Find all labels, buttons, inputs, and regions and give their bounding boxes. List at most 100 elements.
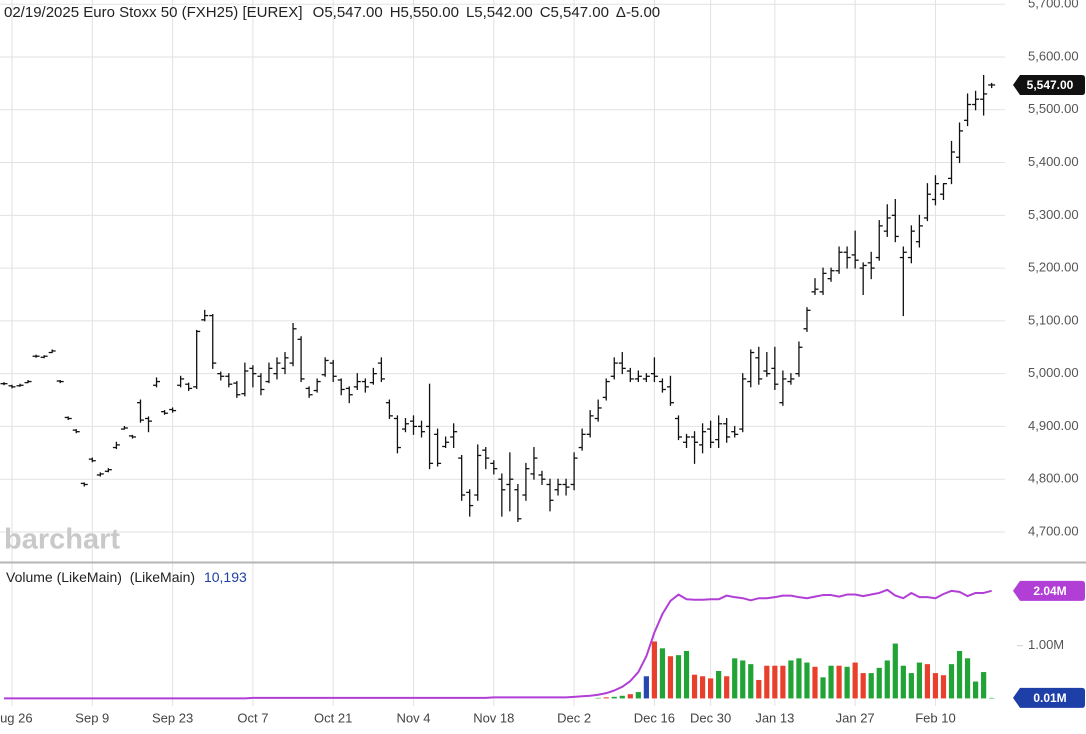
marks-layer <box>0 74 996 700</box>
y-tick-label: 5,200.00 <box>1028 260 1079 275</box>
volume-bar <box>981 672 987 699</box>
y-tick-label: 5,400.00 <box>1028 154 1079 169</box>
y-tick-label: 5,100.00 <box>1028 312 1079 327</box>
volume-bar <box>740 660 746 699</box>
x-tick-label: Dec 16 <box>634 710 675 725</box>
volume-bar <box>732 658 738 699</box>
x-tick-label: Feb 10 <box>915 710 955 725</box>
badge-label: 2.04M <box>1033 584 1066 598</box>
volume-bar <box>611 696 617 699</box>
volume-bar <box>908 673 914 699</box>
x-tick-label: Jan 13 <box>755 710 794 725</box>
volume-average-line <box>3 588 992 700</box>
x-tick-label: Oct 21 <box>314 710 352 725</box>
y-tick-label: 4,800.00 <box>1028 471 1079 486</box>
volume-bar <box>820 677 826 699</box>
volume-bar <box>884 660 890 699</box>
volume-title: Volume (LikeMain) (LikeMain) <box>6 569 195 585</box>
volume-bar <box>916 662 922 699</box>
volume-bar <box>852 662 858 699</box>
y-tick-label: 5,500.00 <box>1028 101 1079 116</box>
value-badge: 2.04M <box>1013 580 1085 601</box>
volume-header: Volume (LikeMain) (LikeMain) 10,193 <box>6 569 247 585</box>
volume-bar <box>836 665 842 699</box>
quote-value: H5,550.00 <box>390 4 459 21</box>
volume-bar <box>691 674 698 699</box>
x-tick-label: Aug 26 <box>0 710 33 725</box>
y-tick-label: 1.00M <box>1028 637 1064 652</box>
y-tick-label: 4,900.00 <box>1028 418 1079 433</box>
volume-value: 10,193 <box>204 569 247 585</box>
badge-label: 0.01M <box>1033 691 1066 705</box>
volume-bar <box>932 673 939 699</box>
y-tick-label: 5,000.00 <box>1028 365 1079 380</box>
y-tick-label: 4,700.00 <box>1028 523 1079 538</box>
volume-bar <box>868 673 874 699</box>
volume-bar <box>796 658 802 699</box>
volume-bar <box>716 670 722 699</box>
quote-value: C5,547.00 <box>540 4 609 21</box>
volume-bar <box>764 665 770 699</box>
x-tick-label: Oct 7 <box>237 710 268 725</box>
y-tick-label: 5,600.00 <box>1028 48 1079 63</box>
badge-shape <box>1013 580 1085 601</box>
x-tick-label: Dec 2 <box>557 710 591 725</box>
volume-bar <box>708 678 714 699</box>
y-tick-label: 5,300.00 <box>1028 207 1079 222</box>
volume-bar <box>595 697 601 699</box>
volume-bar <box>667 656 674 699</box>
volume-bar <box>956 650 963 699</box>
volume-bar <box>772 665 778 699</box>
value-badge: 0.01M <box>1013 687 1085 708</box>
quote-value: Δ-5.00 <box>616 4 660 21</box>
volume-bar <box>900 665 906 699</box>
volume-bar <box>989 697 995 699</box>
chart-title: 02/19/2025 Euro Stoxx 50 (FXH25) [EUREX] <box>4 4 302 21</box>
volume-bar <box>724 676 730 699</box>
x-tick-label: Dec 30 <box>690 710 731 725</box>
volume-bar <box>675 655 682 699</box>
volume-bar <box>627 694 633 699</box>
x-tick-label: Sep 9 <box>75 710 109 725</box>
volume-bar <box>973 681 979 699</box>
volume-bar <box>788 660 794 699</box>
badge-shape <box>1013 687 1085 708</box>
volume-bar <box>659 648 666 699</box>
x-tick-label: Nov 18 <box>473 710 514 725</box>
volume-bar <box>780 665 786 699</box>
volume-bar <box>828 665 834 699</box>
volume-bar <box>948 664 955 699</box>
volume-bar <box>860 673 866 699</box>
volume-bar <box>924 664 931 699</box>
volume-bar <box>964 658 971 699</box>
volume-bar <box>683 650 690 699</box>
x-tick-label: Nov 4 <box>397 710 431 725</box>
volume-bar <box>756 679 762 699</box>
volume-bar <box>748 664 754 699</box>
x-tick-label: Jan 27 <box>836 710 875 725</box>
brand-watermark: barchart <box>4 524 120 556</box>
volume-bar <box>892 643 898 699</box>
volume-bar <box>651 641 657 699</box>
volume-bar <box>619 695 625 699</box>
y-tick-label: 5,700.00 <box>1028 0 1079 11</box>
value-badge: 5,547.00 <box>1013 74 1085 95</box>
volume-bar <box>876 667 882 699</box>
badge-label: 5,547.00 <box>1027 78 1074 92</box>
volume-bar <box>603 697 609 699</box>
x-tick-label: Sep 23 <box>152 710 193 725</box>
volume-bar <box>699 676 706 699</box>
chart-header: 02/19/2025 Euro Stoxx 50 (FXH25) [EUREX]… <box>4 4 660 21</box>
volume-bar <box>643 676 649 699</box>
volume-bar <box>940 675 947 699</box>
volume-bar <box>804 662 810 699</box>
volume-bar <box>844 666 850 699</box>
quote-value: O5,547.00 <box>313 4 383 21</box>
volume-bar <box>812 666 818 699</box>
volume-bar <box>635 692 641 699</box>
